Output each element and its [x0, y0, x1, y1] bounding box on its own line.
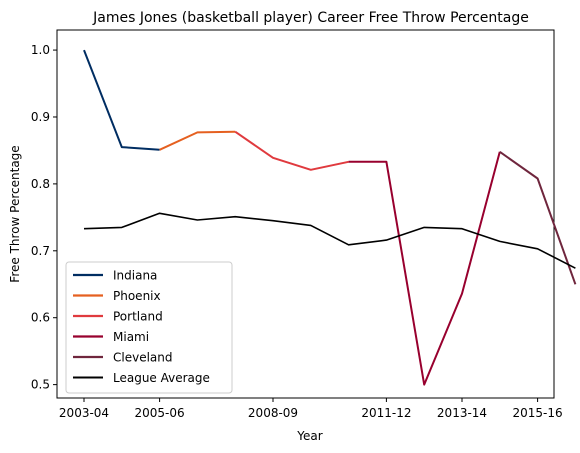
- x-tick-label: 2013-14: [437, 406, 487, 420]
- x-tick-label: 2003-04: [59, 406, 109, 420]
- x-axis-ticks: 2003-04 2005-06 2008-09 2011-12 2013-14 2015-…: [59, 398, 563, 420]
- y-tick-label: 0.7: [31, 244, 50, 258]
- y-tick-label: 0.6: [31, 311, 50, 325]
- legend-label-miami: Miami: [113, 330, 149, 344]
- y-axis-label: Free Throw Percentage: [8, 145, 22, 282]
- legend: Indiana Phoenix Portland Miami Cleveland Leag…: [66, 262, 232, 393]
- y-tick-label: 0.5: [31, 378, 50, 392]
- legend-label-league-average: League Average: [113, 371, 210, 385]
- x-tick-label: 2015-16: [513, 406, 563, 420]
- y-tick-label: 0.8: [31, 177, 50, 191]
- chart-title: James Jones (basketball player) Career F…: [92, 10, 529, 26]
- x-tick-label: 2011-12: [361, 406, 411, 420]
- y-tick-label: 1.0: [31, 43, 50, 57]
- legend-label-phoenix: Phoenix: [113, 289, 161, 303]
- y-tick-label: 0.9: [31, 110, 50, 124]
- legend-label-indiana: Indiana: [113, 269, 157, 283]
- legend-label-portland: Portland: [113, 310, 163, 324]
- legend-label-cleveland: Cleveland: [113, 351, 173, 365]
- x-axis-label: Year: [296, 429, 322, 443]
- x-tick-label: 2008-09: [248, 406, 298, 420]
- y-axis-ticks: 0.5 0.6 0.7 0.8 0.9 1.0: [31, 43, 57, 392]
- x-tick-label: 2005-06: [135, 406, 185, 420]
